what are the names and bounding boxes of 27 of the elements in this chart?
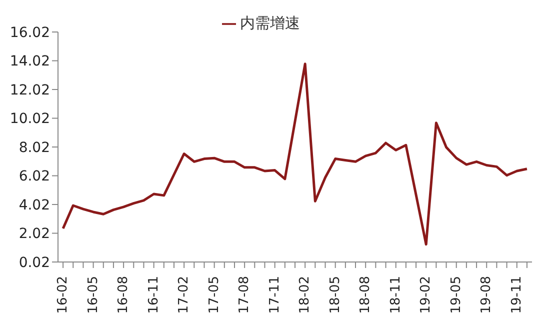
y-tick-label: 16.02	[10, 24, 50, 41]
x-tick-label: 17-02	[176, 276, 192, 314]
x-tick-label: 19-02	[418, 276, 434, 314]
x-tick-label: 18-11	[388, 276, 404, 314]
x-tick-label: 19-05	[448, 276, 464, 314]
x-tick-label: 17-11	[267, 276, 282, 314]
x-tick-label: 16-05	[86, 276, 101, 314]
x-tick-label: 17-08	[237, 276, 252, 314]
y-tick-label: 2.02	[18, 226, 50, 242]
y-tick-label: 10.02	[10, 111, 50, 128]
legend-label: 内需增速	[240, 14, 300, 32]
x-tick-label: 17-05	[206, 276, 222, 314]
x-tick-label: 18-02	[298, 276, 313, 314]
y-tick-label: 12.02	[10, 82, 50, 98]
x-tick-label: 18-08	[358, 276, 374, 314]
x-tick-label: 16-11	[146, 276, 162, 314]
x-tick-label: 18-05	[328, 276, 343, 314]
y-tick-label: 14.02	[10, 54, 50, 70]
x-tick-label: 19-11	[509, 276, 524, 314]
x-tick-label: 19-08	[479, 276, 494, 314]
y-tick-label: 6.02	[18, 168, 50, 185]
line-series	[62, 62, 528, 246]
y-tick-label: 0.02	[18, 254, 50, 271]
y-tick-label: 4.02	[18, 197, 50, 214]
x-tick-label: 16-08	[116, 276, 132, 314]
y-tick-label: 8.02	[18, 140, 50, 156]
x-tick-label: 16-02	[56, 276, 71, 314]
